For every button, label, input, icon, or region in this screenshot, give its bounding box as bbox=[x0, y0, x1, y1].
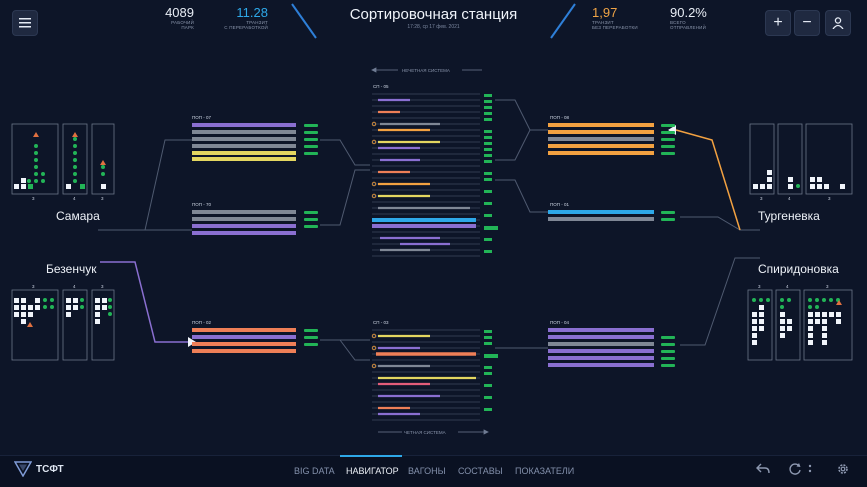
tab-navigator-underline bbox=[340, 455, 402, 457]
user-button[interactable] bbox=[825, 10, 851, 36]
tab-wagons[interactable]: ВАГОНЫ bbox=[408, 466, 446, 476]
stat-value: 1,97 bbox=[592, 5, 618, 20]
samara-count-3: 3 bbox=[101, 196, 104, 201]
spiridonovka-count-3: 3 bbox=[826, 284, 829, 289]
even-system-label: ЧЕТНАЯ СИСТЕМА bbox=[404, 430, 446, 435]
turgenevka-count-2: 4 bbox=[788, 196, 791, 201]
track-label-pop01: ПОП - 01 bbox=[550, 202, 569, 207]
page-date: 17:28, ср 17 фев. 2021 bbox=[407, 24, 460, 30]
connection-lines bbox=[98, 99, 760, 361]
header-decor-left bbox=[291, 3, 317, 39]
page-title: Сортировочная станция bbox=[349, 6, 518, 23]
refresh-icon[interactable] bbox=[788, 462, 802, 476]
tracks-layer bbox=[192, 93, 675, 421]
user-icon bbox=[832, 17, 844, 29]
stat-working-park: 4089 РАБОЧИЙ ПАРК bbox=[148, 5, 194, 31]
turgenevka-count-3: 3 bbox=[828, 196, 831, 201]
minus-icon: − bbox=[802, 14, 812, 31]
track-group-pop70[interactable] bbox=[192, 210, 318, 235]
odd-system-arrow bbox=[371, 67, 482, 73]
stat-caption: ТРАНЗИТ bbox=[246, 20, 268, 25]
even-system-arrow bbox=[378, 429, 489, 435]
more-vertical-icon[interactable] bbox=[808, 463, 812, 475]
turgenevka-count-1: 3 bbox=[760, 196, 763, 201]
stat-value: 90.2% bbox=[670, 5, 707, 20]
station-spiridonovka[interactable]: Спиридоновка bbox=[758, 262, 839, 276]
samara-count-1: 3 bbox=[32, 196, 35, 201]
turgenevka-yard bbox=[753, 170, 845, 189]
track-label-sp03: СП - 03 bbox=[373, 320, 389, 325]
logo-text: ТСФТ bbox=[36, 464, 64, 475]
stat-caption: ОТПРАВЛЕНИЙ bbox=[670, 25, 707, 30]
track-label-pop07: ПОП - 07 bbox=[192, 115, 211, 120]
zoom-in-button[interactable]: + bbox=[765, 10, 791, 36]
track-label-pop04: ПОП - 04 bbox=[550, 320, 569, 325]
spiridonovka-yard bbox=[752, 298, 842, 345]
samara-count-2: 4 bbox=[73, 196, 76, 201]
track-label-pop08: ПОП - 08 bbox=[550, 115, 569, 120]
stat-value: 4089 bbox=[165, 5, 194, 20]
tab-trains[interactable]: СОСТАВЫ bbox=[458, 466, 503, 476]
stat-caption: ТРАНЗИТ bbox=[592, 20, 614, 25]
menu-button[interactable] bbox=[12, 10, 38, 36]
stat-total-departures: 90.2% ВСЕГО ОТПРАВЛЕНИЙ bbox=[670, 5, 726, 31]
station-bezenchuk[interactable]: Безенчук bbox=[46, 262, 97, 276]
stat-caption: БЕЗ ПЕРЕРАБОТКИ bbox=[592, 25, 638, 30]
back-arrow-icon[interactable] bbox=[756, 463, 770, 475]
spiridonovka-count-1: 3 bbox=[758, 284, 761, 289]
track-group-pop02[interactable] bbox=[192, 328, 318, 353]
plus-icon: + bbox=[773, 14, 783, 31]
track-label-pop02: ПОП - 02 bbox=[192, 320, 211, 325]
track-label-pop70: ПОП - 70 bbox=[192, 202, 211, 207]
stat-value: 11.28 bbox=[236, 5, 268, 20]
settings-icon[interactable] bbox=[836, 462, 850, 476]
stat-caption: ВСЕГО bbox=[670, 20, 686, 25]
tab-navigator[interactable]: НАВИГАТОР bbox=[346, 466, 399, 476]
bottom-bar bbox=[0, 455, 867, 487]
zoom-out-button[interactable]: − bbox=[794, 10, 820, 36]
track-group-pop07[interactable] bbox=[192, 123, 318, 161]
stat-caption: РАБОЧИЙ bbox=[171, 20, 194, 25]
sorting-yard-sp05[interactable] bbox=[371, 93, 498, 257]
header-decor-right bbox=[550, 3, 576, 39]
stat-caption: С ПЕРЕРАБОТКОЙ bbox=[224, 25, 268, 30]
samara-yard bbox=[14, 132, 106, 189]
stat-transit-processing: 11.28 ТРАНЗИТ С ПЕРЕРАБОТКОЙ bbox=[212, 5, 268, 31]
track-group-pop04[interactable] bbox=[548, 328, 675, 367]
logo-icon bbox=[14, 461, 32, 477]
track-label-sp05: СП - 05 bbox=[373, 84, 389, 89]
odd-system-label: НЕЧЕТНАЯ СИСТЕМА bbox=[402, 68, 450, 73]
tab-big-data[interactable]: BIG DATA bbox=[294, 466, 335, 476]
bezenchuk-count-2: 4 bbox=[73, 284, 76, 289]
bezenchuk-count-1: 3 bbox=[32, 284, 35, 289]
stat-caption: ПАРК bbox=[181, 25, 194, 30]
station-frames bbox=[11, 123, 853, 361]
bezenchuk-yard bbox=[14, 298, 112, 327]
bezenchuk-count-3: 3 bbox=[101, 284, 104, 289]
stat-transit-no-processing: 1,97 ТРАНЗИТ БЕЗ ПЕРЕРАБОТКИ bbox=[592, 5, 648, 31]
menu-icon bbox=[19, 18, 31, 28]
tab-indicators[interactable]: ПОКАЗАТЕЛИ bbox=[515, 466, 575, 476]
track-group-pop08[interactable] bbox=[548, 123, 675, 155]
track-group-pop01[interactable] bbox=[548, 210, 675, 221]
station-samara[interactable]: Самара bbox=[56, 209, 100, 223]
spiridonovka-count-2: 4 bbox=[786, 284, 789, 289]
station-turgenevka[interactable]: Тургеневка bbox=[758, 209, 820, 223]
sorting-yard-sp03[interactable] bbox=[371, 329, 498, 421]
